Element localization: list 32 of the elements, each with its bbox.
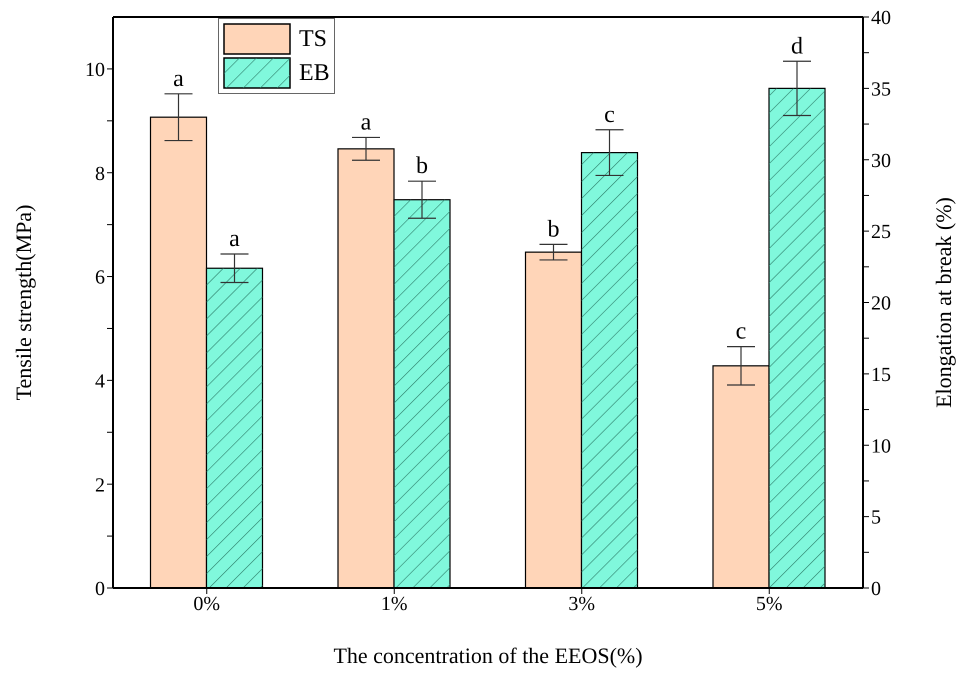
data-label: c (736, 318, 746, 345)
y-tick-label: 0 (95, 578, 105, 600)
y2-tick-label: 30 (871, 150, 891, 172)
y-tick-label: 6 (95, 266, 105, 289)
y-tick-label: 10 (85, 59, 105, 82)
y-tick-label: 8 (95, 162, 105, 185)
y-tick-label: 2 (95, 474, 105, 496)
y2-tick-label: 20 (871, 292, 891, 315)
y2-axis-title: Elongation at break (%) (930, 197, 956, 408)
y2-tick-label: 10 (871, 435, 891, 458)
y2-tick-label: 40 (871, 7, 891, 30)
data-label: c (604, 102, 615, 128)
data-label: a (360, 109, 372, 136)
x-tick-label: 1% (380, 593, 408, 616)
data-label: b (416, 153, 428, 180)
y2-tick-label: 15 (871, 364, 891, 386)
y2-tick-label: 0 (871, 578, 881, 600)
data-label: a (229, 226, 240, 252)
y-tick-label: 4 (95, 370, 105, 392)
x-axis-title: The concentration of the EEOS(%) (333, 643, 643, 668)
y2-tick-label: 35 (871, 78, 891, 100)
x-tick-label: 0% (193, 593, 220, 616)
y2-tick-label: 25 (871, 221, 891, 244)
x-tick-label: 3% (568, 593, 596, 616)
data-label: b (548, 216, 560, 242)
legend-label: EB (299, 60, 330, 86)
y2-tick-label: 5 (871, 506, 881, 529)
y-axis-title: Tensile strength(MPa) (10, 204, 36, 400)
x-tick-label: 5% (756, 593, 783, 616)
data-label: d (791, 33, 803, 60)
data-label: a (173, 66, 184, 92)
legend-label: TS (299, 26, 328, 52)
